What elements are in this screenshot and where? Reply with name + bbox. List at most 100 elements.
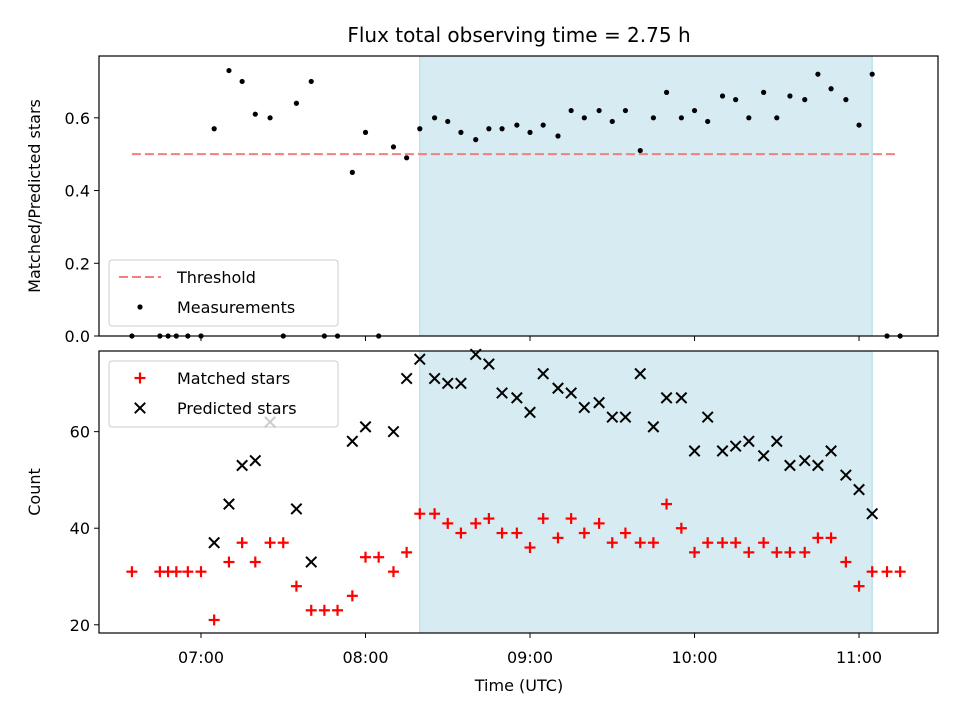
legend-predicted-stars-swatch-d2 — [134, 402, 146, 414]
measurements-point — [458, 129, 464, 135]
predicted-stars-point-d2 — [606, 411, 619, 424]
predicted-stars-point — [812, 459, 824, 472]
measurements-point — [540, 122, 546, 128]
predicted-stars-point — [675, 391, 688, 404]
y-tick-label: 40 — [70, 519, 90, 538]
predicted-stars-point-d2 — [647, 420, 660, 433]
matched-stars-point — [511, 527, 523, 539]
matched-stars-point — [470, 517, 482, 529]
measurements-point — [555, 133, 561, 139]
y-tick-label: 20 — [70, 616, 90, 635]
measurements-point — [802, 97, 808, 103]
matched-stars-point — [619, 527, 631, 539]
y-tick-label: 0.6 — [65, 109, 90, 128]
observing-window-span — [419, 55, 873, 337]
measurements-point — [226, 67, 232, 74]
predicted-stars-point-d2 — [346, 435, 359, 448]
predicted-stars-point — [770, 435, 783, 448]
predicted-stars-point — [688, 445, 701, 457]
predicted-stars-point — [784, 459, 796, 472]
markers-group — [126, 348, 906, 626]
matched-stars-point — [346, 590, 358, 602]
matched-stars-point — [277, 537, 289, 549]
matched-stars-point — [414, 508, 426, 520]
predicted-stars-point-d2 — [441, 377, 454, 390]
matched-stars-point — [170, 566, 182, 578]
predicted-stars-point — [853, 483, 865, 496]
predicted-stars-point — [496, 387, 508, 399]
measurements-point — [349, 169, 355, 175]
predicted-stars-point-d2 — [866, 507, 879, 520]
matched-stars-point — [264, 537, 276, 549]
measurements-point — [691, 107, 698, 114]
matched-stars-point — [360, 551, 372, 563]
predicted-stars-point-d2 — [853, 483, 865, 496]
y-tick-label: 60 — [70, 423, 90, 442]
y-axis-label: Count — [25, 468, 44, 516]
legend-box — [108, 259, 339, 327]
matched-stars-point — [429, 508, 441, 520]
axes-frame — [98, 350, 939, 634]
x-tick-label: 07:00 — [178, 648, 224, 667]
predicted-stars-point-d2 — [784, 459, 796, 472]
predicted-stars-point-d2 — [593, 396, 606, 409]
predicted-stars-point-d2 — [619, 411, 632, 424]
predicted-stars-point — [701, 411, 714, 424]
matched-stars-point — [730, 537, 742, 549]
predicted-stars-point-d2 — [537, 367, 550, 380]
matched-stars-point — [565, 513, 577, 525]
predicted-stars-point — [593, 396, 606, 409]
predicted-stars-point — [482, 358, 495, 370]
matched-stars-point — [236, 537, 248, 549]
predicted-stars-point-d2 — [757, 449, 770, 462]
measurements-point — [445, 118, 451, 125]
matched-stars-point — [524, 542, 536, 554]
chart-title: Flux total observing time = 2.75 h — [347, 23, 690, 47]
predicted-stars-point-d2 — [798, 454, 811, 467]
predicted-stars-point — [619, 411, 632, 424]
predicted-stars-point-d2 — [825, 445, 837, 457]
observing-window-span — [419, 350, 873, 634]
measurements-point — [746, 115, 752, 121]
measurements-point — [308, 78, 314, 85]
y-tick-label: 0.2 — [65, 254, 90, 273]
predicted-stars-point — [290, 502, 303, 515]
measurements-point — [267, 115, 273, 121]
predicted-stars-point-d2 — [675, 391, 688, 404]
matched-stars-point — [593, 517, 605, 529]
predicted-stars-point — [537, 367, 550, 380]
matched-stars-point — [716, 537, 728, 549]
predicted-stars-point — [223, 498, 235, 510]
axes-frame — [98, 55, 939, 337]
predicted-stars-point — [305, 556, 318, 568]
predicted-stars-point-d2 — [578, 401, 591, 414]
predicted-stars-point-d2 — [812, 459, 824, 472]
legend-threshold-label: Threshold — [176, 268, 256, 287]
predicted-stars-point-d2 — [387, 425, 400, 438]
matched-stars-point — [881, 566, 893, 578]
measurements-point — [787, 93, 793, 99]
predicted-stars-point — [387, 425, 400, 438]
legend-matched-stars-swatch — [134, 372, 146, 384]
predicted-stars-point — [742, 435, 755, 448]
measurements-point — [417, 126, 423, 132]
predicted-stars-point — [798, 454, 811, 467]
predicted-stars-point — [634, 367, 647, 380]
predicted-stars-point-d2 — [524, 406, 536, 419]
matched-stars-point — [689, 546, 701, 558]
predicted-stars-point — [236, 459, 249, 472]
matched-stars-point — [812, 532, 824, 544]
measurements-point — [252, 111, 258, 117]
predicted-stars-point — [647, 420, 660, 433]
matched-stars-point — [853, 580, 865, 592]
matched-stars-point — [634, 537, 646, 549]
measurements-point — [828, 86, 834, 92]
measurements-point — [815, 71, 821, 77]
matched-stars-point — [578, 527, 590, 539]
predicted-stars-point — [660, 391, 673, 404]
predicted-stars-point — [866, 507, 879, 520]
matched-stars-point — [758, 537, 770, 549]
measurements-point — [390, 144, 397, 150]
predicted-stars-point — [552, 382, 564, 395]
matched-stars-point — [387, 566, 399, 578]
